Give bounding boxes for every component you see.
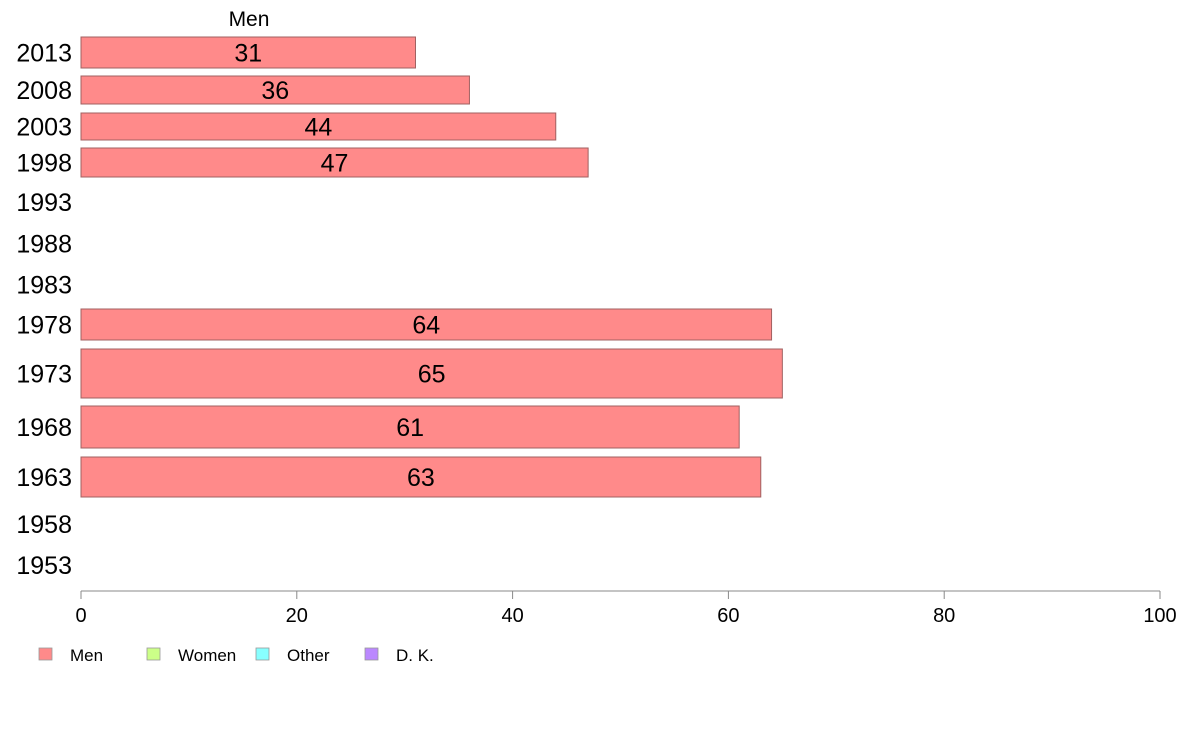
bar bbox=[80, 405, 740, 449]
bar-value-label: 44 bbox=[304, 114, 332, 142]
category-label: 2003 bbox=[16, 114, 72, 142]
bar bbox=[80, 456, 762, 498]
x-tick-label: 20 bbox=[286, 605, 308, 627]
bar-value-label: 47 bbox=[321, 150, 349, 178]
bar bbox=[80, 308, 773, 341]
legend-swatch bbox=[38, 647, 53, 661]
x-tick-label: 40 bbox=[501, 605, 523, 627]
legend-label: Other bbox=[287, 646, 330, 665]
category-label: 1968 bbox=[16, 414, 72, 442]
category-label: 1958 bbox=[16, 511, 72, 539]
category-label: 1953 bbox=[16, 552, 72, 580]
category-label: 2008 bbox=[16, 77, 72, 105]
bar bbox=[80, 348, 783, 399]
x-tick-label: 100 bbox=[1143, 605, 1176, 627]
bar-value-label: 61 bbox=[396, 414, 424, 442]
bar-value-label: 64 bbox=[412, 312, 440, 340]
legend-label: Women bbox=[178, 646, 236, 665]
x-tick-label: 60 bbox=[717, 605, 739, 627]
category-label: 1973 bbox=[16, 361, 72, 389]
category-label: 1993 bbox=[16, 189, 72, 217]
x-tick-label: 0 bbox=[75, 605, 86, 627]
bar bbox=[80, 75, 470, 105]
bar-value-label: 65 bbox=[418, 361, 446, 389]
bars-group: 2013 31 2008 36 2003 44 1998 47 1993 1988 1983 1978… bbox=[16, 36, 783, 580]
series-header: Men bbox=[229, 8, 270, 31]
bar bbox=[80, 36, 416, 69]
bar-value-label: 31 bbox=[234, 40, 262, 68]
bar bbox=[80, 147, 589, 178]
legend-swatch bbox=[146, 647, 161, 661]
legend-swatch bbox=[255, 647, 270, 661]
legend-swatch bbox=[364, 647, 379, 661]
category-label: 2013 bbox=[16, 40, 72, 68]
category-label: 1983 bbox=[16, 272, 72, 300]
legend-label: Men bbox=[70, 646, 103, 665]
category-label: 1963 bbox=[16, 464, 72, 492]
bar-value-label: 36 bbox=[261, 77, 289, 105]
x-tick-label: 80 bbox=[933, 605, 955, 627]
category-label: 1978 bbox=[16, 312, 72, 340]
category-label: 1998 bbox=[16, 150, 72, 178]
legend: Men Women Other D. K. bbox=[38, 646, 434, 665]
x-axis: 0 20 40 60 80 100 bbox=[75, 590, 1177, 627]
bar-value-label: 63 bbox=[407, 464, 435, 492]
legend-label: D. K. bbox=[396, 646, 434, 665]
bar bbox=[80, 112, 557, 141]
category-label: 1988 bbox=[16, 231, 72, 259]
